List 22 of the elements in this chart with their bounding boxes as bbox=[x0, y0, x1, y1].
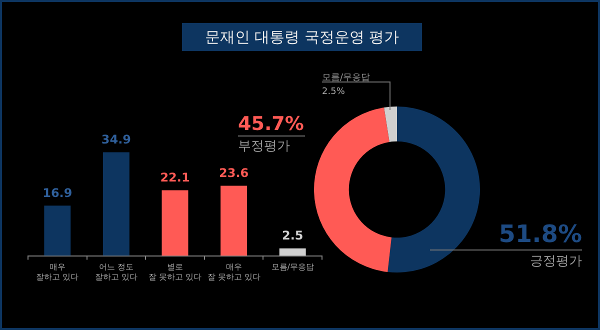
bar bbox=[162, 190, 188, 256]
x-tick-label: 어느 정도 잘하고 있다 bbox=[94, 262, 138, 282]
data-label: 2.5 bbox=[282, 228, 304, 243]
x-tick-label: 모름/무응답 bbox=[271, 262, 314, 272]
data-label: 2.5% bbox=[322, 87, 346, 97]
data-label: 16.9 bbox=[42, 186, 72, 200]
bar bbox=[220, 186, 248, 256]
chart-title: 문재인 대통령 국정운영 평가 bbox=[182, 23, 422, 51]
x-tick-label: 매우 잘하고 있다 bbox=[36, 262, 79, 282]
x-tick-label: 매우 잘 못하고 있다 bbox=[207, 262, 260, 282]
data-label: 45.7% bbox=[238, 113, 304, 135]
slice-label: 모름/무응답 bbox=[322, 73, 370, 83]
data-label: 34.9 bbox=[101, 132, 132, 146]
slice-label: 부정평가 bbox=[238, 139, 290, 154]
bar bbox=[44, 206, 71, 256]
data-label: 51.8% bbox=[498, 220, 582, 248]
data-label: 23.6 bbox=[218, 166, 249, 180]
bar bbox=[102, 152, 130, 256]
x-tick-label: 별로 잘 못하고 있다 bbox=[148, 262, 202, 282]
bar bbox=[279, 248, 306, 256]
slice-label: 긍정평가 bbox=[530, 254, 582, 269]
data-label: 22.1 bbox=[160, 170, 190, 184]
